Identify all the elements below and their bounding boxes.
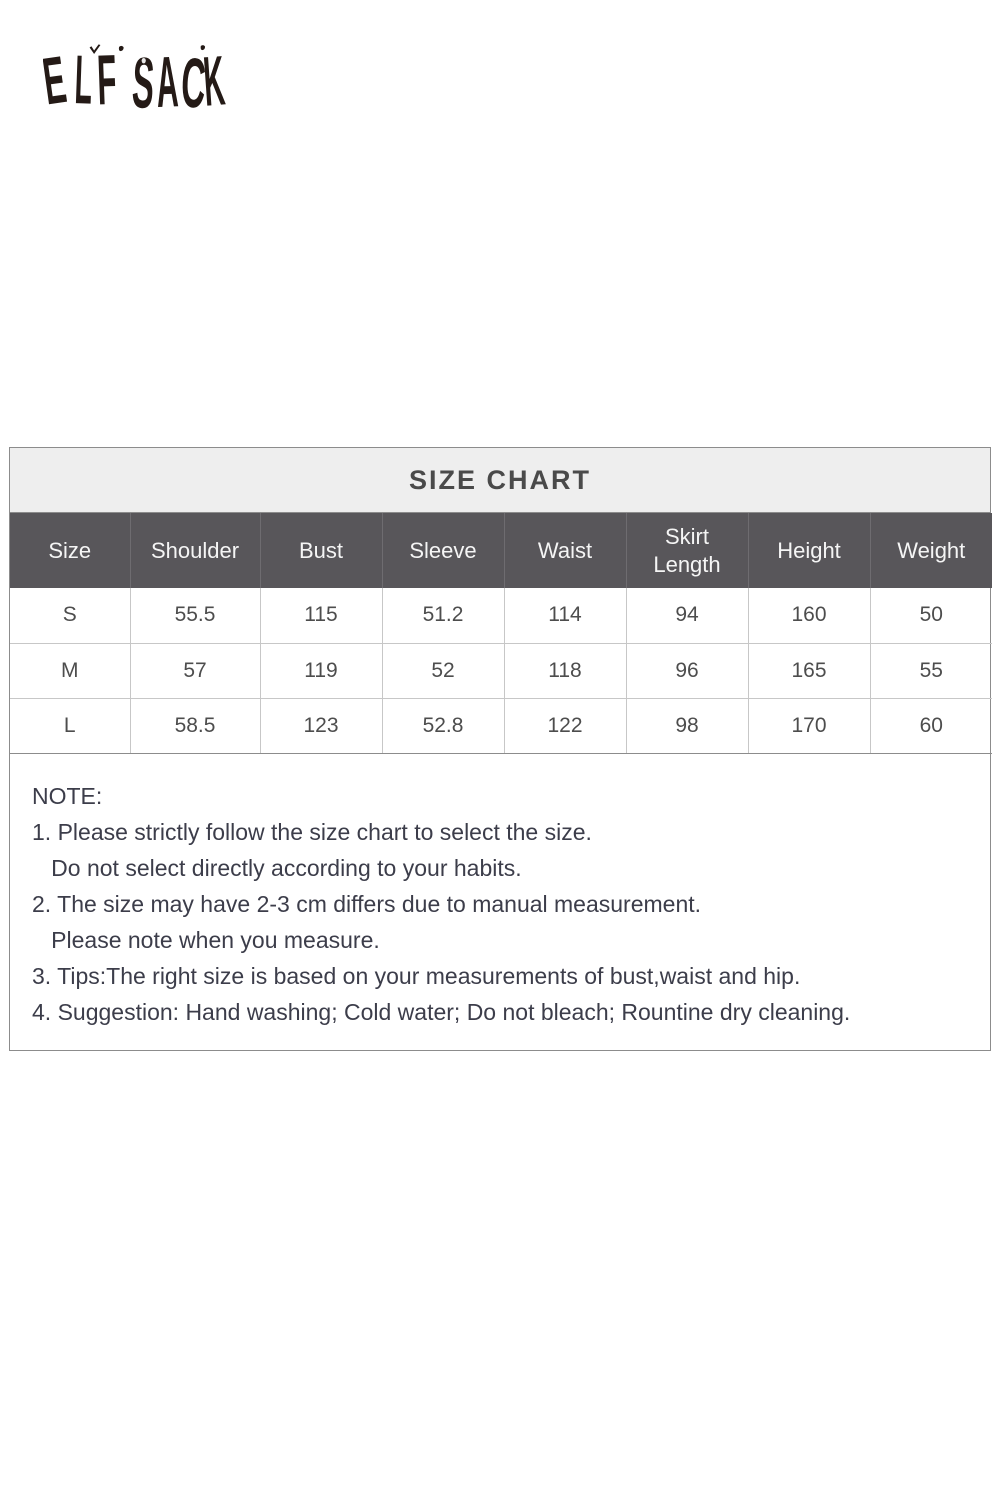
svg-text:K: K (201, 42, 227, 111)
svg-text:E: E (43, 44, 70, 111)
svg-text:F: F (96, 41, 118, 111)
svg-text:L: L (73, 42, 93, 111)
svg-text:S: S (130, 41, 156, 111)
svg-text:A: A (155, 41, 180, 111)
